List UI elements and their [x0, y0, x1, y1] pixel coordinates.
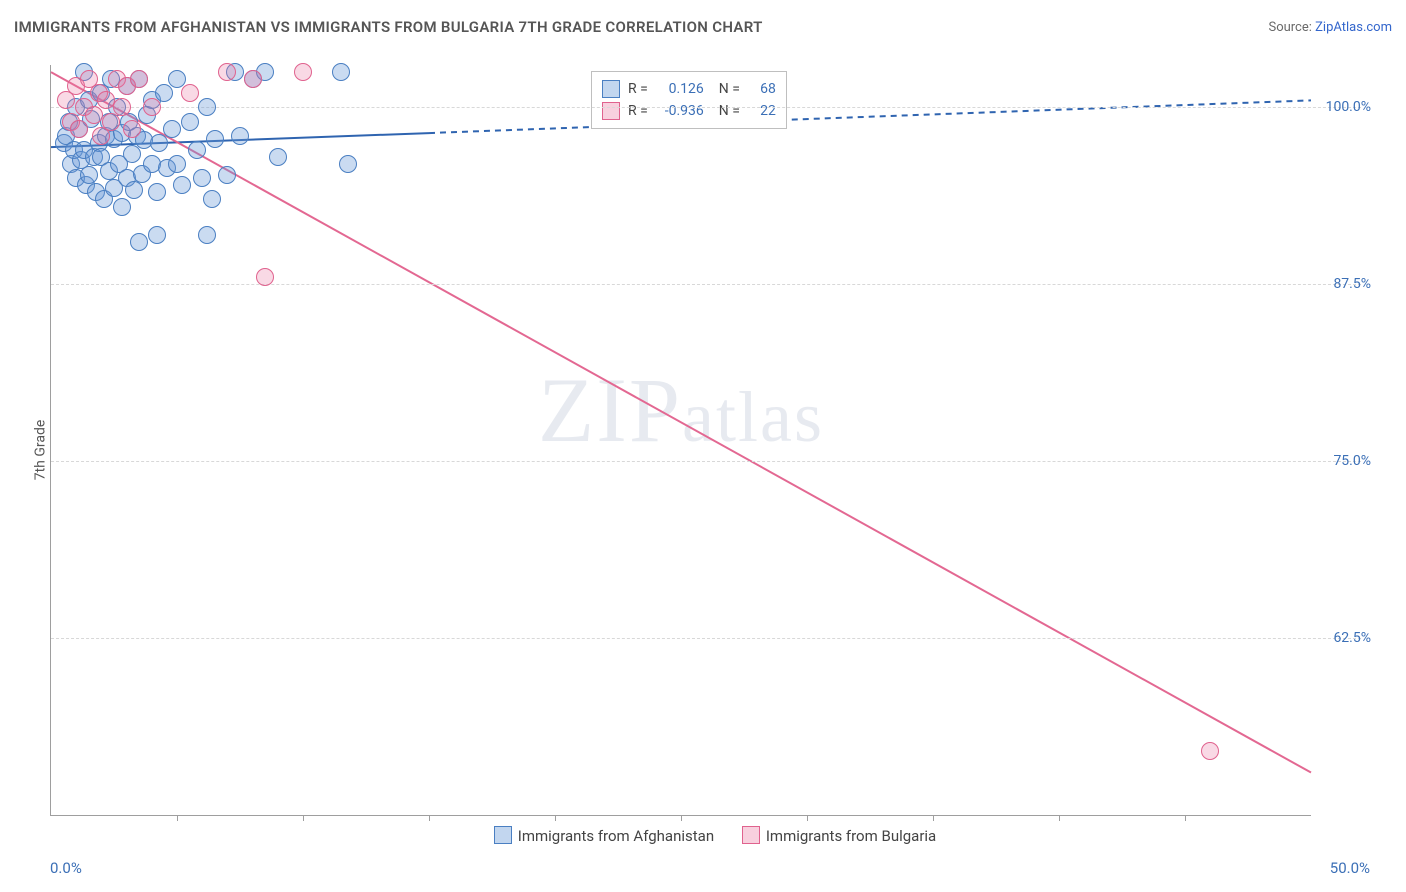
legend-n-label: N =	[712, 100, 740, 122]
legend-swatch-pink	[602, 102, 620, 120]
data-point-blue	[181, 113, 199, 131]
x-tick	[1059, 815, 1060, 821]
legend-n-label: N =	[712, 78, 740, 100]
x-axis-min-label: 0.0%	[50, 859, 82, 877]
data-point-blue	[168, 155, 186, 173]
data-point-pink	[1201, 742, 1219, 760]
data-point-pink	[256, 268, 274, 286]
x-tick	[555, 815, 556, 821]
y-tick-label: 87.5%	[1316, 276, 1371, 292]
data-point-blue	[130, 233, 148, 251]
data-point-blue	[150, 134, 168, 152]
data-point-blue	[148, 226, 166, 244]
data-point-blue	[155, 84, 173, 102]
data-point-blue	[123, 145, 141, 163]
chart-area: 7th Grade ZIPatlas R =0.126 N =68R =-0.9…	[0, 45, 1406, 855]
data-point-blue	[198, 226, 216, 244]
data-point-blue	[218, 166, 236, 184]
data-point-pink	[123, 120, 141, 138]
data-point-pink	[130, 70, 148, 88]
x-tick	[681, 815, 682, 821]
y-tick-label: 100.0%	[1316, 99, 1371, 115]
trend-line	[429, 100, 1311, 133]
gridline	[51, 284, 1361, 285]
gridline	[51, 461, 1361, 462]
source-prefix: Source:	[1268, 20, 1315, 35]
x-axis-max-label: 50.0%	[1330, 859, 1370, 877]
data-point-blue	[198, 98, 216, 116]
data-point-blue	[125, 181, 143, 199]
data-point-pink	[244, 70, 262, 88]
chart-title: IMMIGRANTS FROM AFGHANISTAN VS IMMIGRANT…	[14, 18, 763, 36]
legend-swatch-blue	[602, 80, 620, 98]
gridline	[51, 638, 1361, 639]
trend-line	[51, 72, 1311, 772]
legend-row-blue: R = 0.126 N = 68	[602, 78, 776, 100]
legend-row-pink: R = -0.936 N = 22	[602, 100, 776, 122]
data-point-blue	[231, 127, 249, 145]
header: IMMIGRANTS FROM AFGHANISTAN VS IMMIGRANT…	[14, 18, 1392, 36]
legend-correlation: R = 0.126 N = 68 R = -0.936 N = 22	[591, 71, 787, 129]
data-point-blue	[148, 183, 166, 201]
data-point-blue	[163, 120, 181, 138]
x-tick	[933, 815, 934, 821]
data-point-blue	[332, 63, 350, 81]
data-point-pink	[181, 84, 199, 102]
x-tick	[303, 815, 304, 821]
data-point-blue	[339, 155, 357, 173]
data-point-blue	[113, 198, 131, 216]
data-point-pink	[294, 63, 312, 81]
data-point-pink	[143, 98, 161, 116]
data-point-blue	[203, 190, 221, 208]
y-tick-label: 75.0%	[1316, 453, 1371, 469]
legend-n-value: 22	[748, 100, 776, 122]
legend-r-label: R =	[628, 78, 648, 100]
legend-r-value: -0.936	[656, 100, 704, 122]
source-label: Source: ZipAtlas.com	[1268, 20, 1392, 35]
legend-bottom: Immigrants from Afghanistan Immigrants f…	[0, 826, 1406, 845]
x-tick	[1185, 815, 1186, 821]
data-point-blue	[173, 176, 191, 194]
data-point-blue	[193, 169, 211, 187]
y-tick-label: 62.5%	[1316, 630, 1371, 646]
data-point-blue	[188, 141, 206, 159]
data-point-pink	[70, 120, 88, 138]
legend-swatch-blue	[494, 826, 512, 844]
x-tick	[807, 815, 808, 821]
legend-label-afghanistan: Immigrants from Afghanistan	[518, 827, 714, 845]
legend-r-value: 0.126	[656, 78, 704, 100]
data-point-pink	[85, 106, 103, 124]
x-tick	[177, 815, 178, 821]
legend-n-value: 68	[748, 78, 776, 100]
data-point-pink	[218, 63, 236, 81]
source-link[interactable]: ZipAtlas.com	[1315, 20, 1392, 35]
legend-r-label: R =	[628, 100, 648, 122]
data-point-blue	[269, 148, 287, 166]
y-axis-label: 7th Grade	[32, 420, 48, 481]
gridline	[51, 107, 1361, 108]
data-point-blue	[80, 166, 98, 184]
trend-lines-layer	[51, 65, 1311, 815]
data-point-blue	[206, 130, 224, 148]
legend-swatch-pink	[742, 826, 760, 844]
data-point-pink	[113, 98, 131, 116]
plot-region: ZIPatlas R =0.126 N =68R =-0.936 N =22 1…	[50, 65, 1311, 816]
x-tick	[429, 815, 430, 821]
legend-label-bulgaria: Immigrants from Bulgaria	[766, 827, 936, 845]
